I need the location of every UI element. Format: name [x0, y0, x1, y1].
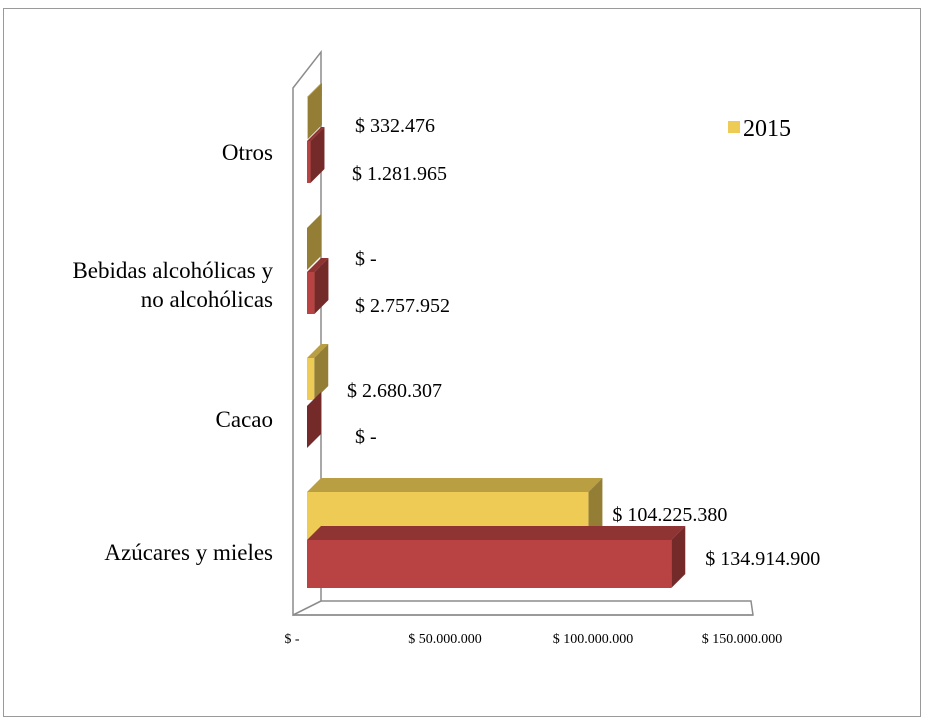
bar-side-face	[671, 526, 686, 588]
bar-side-face	[314, 258, 329, 314]
bar-side-face	[307, 83, 322, 139]
bar-bebidas-alcoholicas-y-no-alcoholicas-series-2	[307, 258, 329, 314]
bar-side-face	[307, 392, 321, 448]
bar-otros-2015	[307, 83, 322, 139]
x-tick-1: $ 50.000.000	[408, 632, 482, 647]
bar-top-face	[307, 127, 325, 141]
value-label-otros-series-2: $ 1.281.965	[352, 163, 447, 185]
category-label-cacao: Cacao	[216, 407, 273, 432]
bar-top-face	[307, 344, 329, 358]
bar-cacao-2015	[307, 344, 329, 400]
bar-front-face	[307, 141, 311, 183]
x-tick-0: $ -	[284, 632, 300, 647]
value-label-bebidas-alcoholicas-y-no-alcoholicas-series-2: $ 2.757.952	[355, 295, 450, 317]
bar-front-face	[307, 358, 315, 400]
category-label-otros: Otros	[222, 140, 273, 165]
bar-side-face	[588, 478, 603, 540]
category-label-azucares-y-mieles: Azúcares y mieles	[104, 540, 273, 565]
bar-side-face	[310, 127, 325, 183]
category-labels: Azúcares y mieles Cacao Bebidas alcohólica…	[72, 140, 273, 565]
bar-top-face	[307, 478, 603, 492]
value-label-otros-2015: $ 332.476	[355, 115, 435, 137]
legend-swatch	[728, 121, 740, 133]
bar-top-face	[307, 258, 329, 272]
x-axis-tick-labels: $ - $ 50.000.000 $ 100.000.000 $ 150.000.00…	[284, 632, 782, 647]
category-label-bebidas-alcoholicas-y-no-alcoholicas-line-1: Bebidas alcohólicas y	[72, 258, 273, 283]
chart-bars	[307, 83, 686, 588]
category-label-bebidas-alcoholicas-y-no-alcoholicas-line-2: no alcohólicas	[141, 287, 273, 312]
value-label-cacao-series-2: $ -	[355, 426, 377, 448]
chart-frame	[3, 8, 921, 717]
bar-bebidas-alcoholicas-y-no-alcoholicas-2015	[307, 214, 321, 270]
bar-otros-series-2	[307, 127, 325, 183]
bar-top-face	[307, 526, 686, 540]
value-labels: $ 104.225.380 $ 134.914.900 $ 2.680.307 $ -…	[347, 115, 820, 570]
bar-azucares-y-mieles-series-2	[307, 526, 686, 588]
bar-front-face	[307, 540, 672, 588]
value-label-cacao-2015: $ 2.680.307	[347, 380, 442, 402]
bar-cacao-series-2	[307, 392, 321, 448]
chart-walls	[292, 49, 754, 617]
value-label-azucares-y-mieles-2015: $ 104.225.380	[612, 504, 727, 526]
bar-front-face	[307, 272, 315, 314]
x-tick-2: $ 100.000.000	[553, 632, 634, 647]
legend-label: 2015	[743, 116, 791, 142]
bar-front-face	[307, 97, 308, 139]
x-tick-3: $ 150.000.000	[702, 632, 783, 647]
floor	[292, 600, 754, 616]
legend: 2015	[728, 116, 791, 142]
value-label-azucares-y-mieles-series-2: $ 134.914.900	[705, 548, 820, 570]
bar-side-face	[307, 214, 321, 270]
bar-top-face	[307, 83, 322, 97]
value-label-bebidas-alcoholicas-y-no-alcoholicas-2015: $ -	[355, 248, 377, 270]
bar-side-face	[314, 344, 329, 400]
